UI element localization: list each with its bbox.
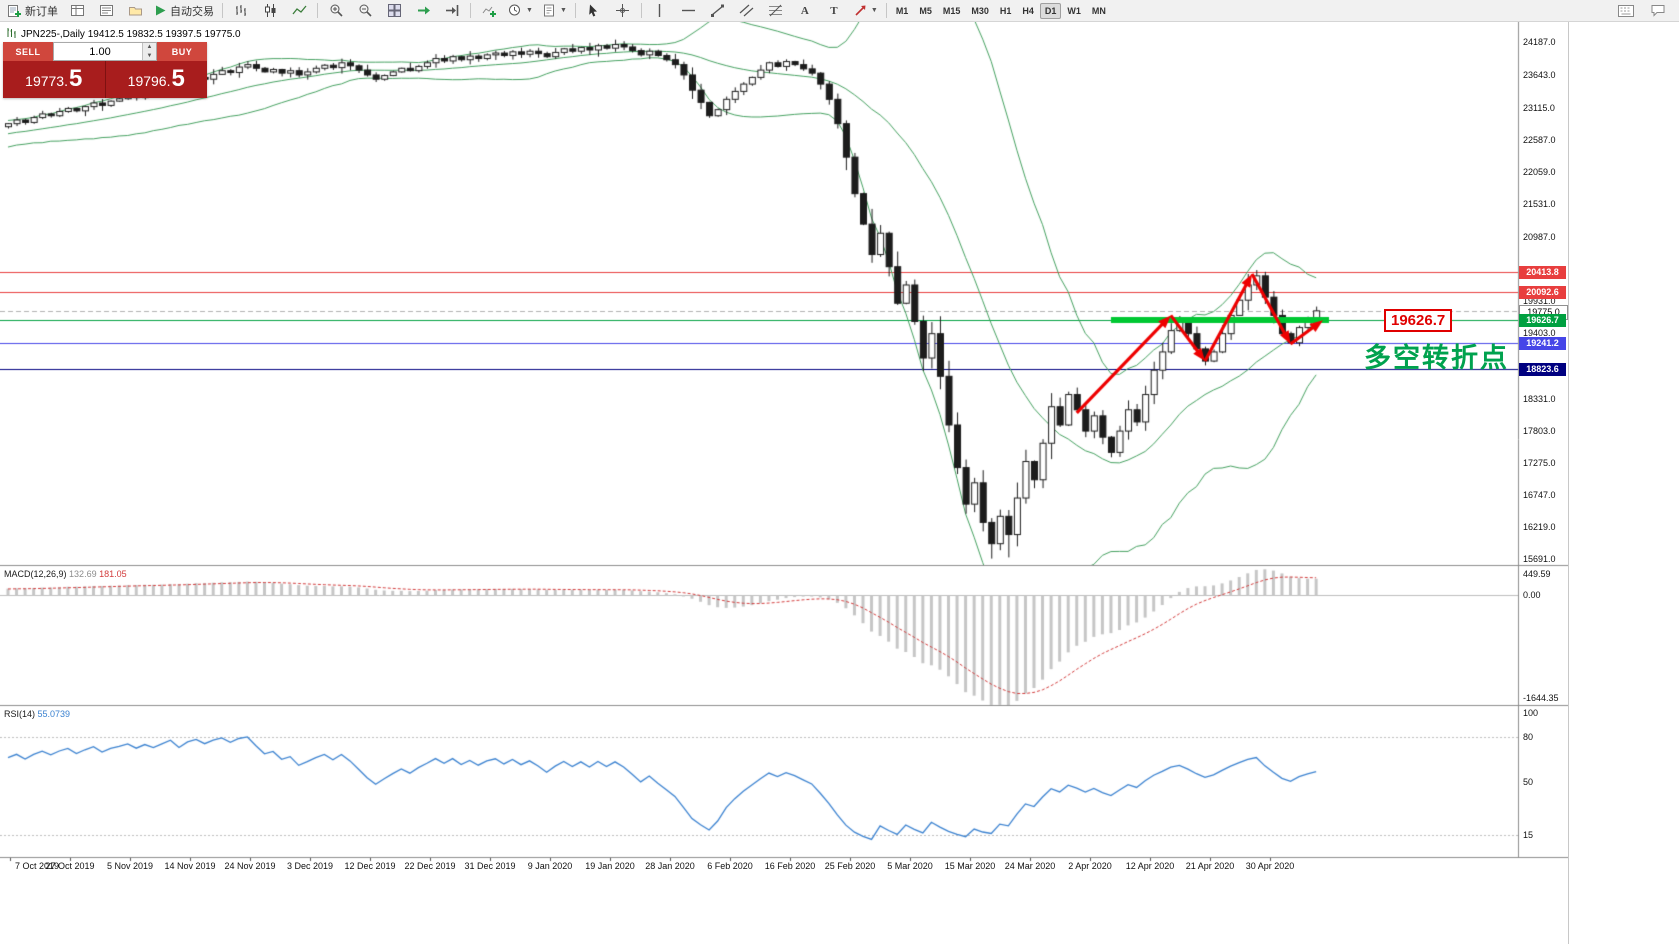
price-callout-box: 19626.7 [1384, 309, 1453, 332]
toolbar-separator [574, 3, 576, 18]
volume-spinner[interactable]: ▲ ▼ [142, 43, 156, 60]
fibonacci-tool-icon[interactable] [762, 1, 790, 21]
data-window-icon[interactable] [92, 1, 120, 21]
chart-shift-icon[interactable] [438, 1, 466, 21]
channel-tool-icon[interactable] [733, 1, 761, 21]
timeframe-m1-button[interactable]: M1 [895, 5, 909, 16]
chart-mini-icon [6, 27, 17, 41]
arrows-tool-icon[interactable]: ▼ [849, 1, 882, 21]
buy-price-button[interactable]: 19796. 5 [104, 61, 207, 98]
chart-symbol-header: JPN225-,Daily 19412.5 19832.5 19397.5 19… [6, 27, 241, 41]
candlestick-chart-icon[interactable] [256, 1, 284, 21]
rsi-value: 55.0739 [37, 709, 71, 719]
sell-button[interactable]: SELL [3, 42, 53, 61]
cursor-icon[interactable] [580, 1, 608, 21]
toolbar-separator [640, 3, 642, 18]
timeframe-m30-button[interactable]: M30 [971, 5, 989, 16]
sell-price-big-digit: 5 [68, 65, 83, 92]
new-order-button[interactable]: 新订单 [3, 1, 62, 21]
tile-windows-icon[interactable] [380, 1, 408, 21]
trendline-tool-icon[interactable] [704, 1, 732, 21]
sell-price-button[interactable]: 19773. 5 [3, 61, 105, 98]
timeframe-d1-button[interactable]: D1 [1039, 2, 1062, 19]
macd-indicator-label: MACD(12,26,9) 132.69 181.05 [4, 569, 127, 579]
keyboard-shortcuts-icon[interactable] [1612, 1, 1640, 21]
market-watch-icon[interactable] [63, 1, 91, 21]
new-order-label: 新订单 [25, 5, 58, 18]
crosshair-icon[interactable] [609, 1, 637, 21]
turning-point-annotation: 多空转折点 [1364, 343, 1509, 373]
toolbar-separator [885, 3, 887, 18]
chart-window: JPN225-,Daily 19412.5 19832.5 19397.5 19… [0, 22, 1569, 944]
sell-price-prefix: 19773. [25, 73, 68, 89]
symbol-ohlc-text: JPN225-,Daily 19412.5 19832.5 19397.5 19… [21, 28, 241, 40]
volume-value: 1.00 [89, 45, 111, 58]
volume-input[interactable]: 1.00 ▲ ▼ [53, 42, 157, 61]
timeframe-mn-button[interactable]: MN [1091, 5, 1106, 16]
timeframe-m5-button[interactable]: M5 [919, 5, 932, 16]
macd-name: MACD(12,26,9) [4, 569, 67, 579]
zoom-in-icon[interactable] [322, 1, 350, 21]
templates-dropdown-icon[interactable]: ▼ [538, 1, 571, 21]
buy-price-big-digit: 5 [171, 65, 185, 92]
navigator-icon[interactable] [121, 1, 149, 21]
bar-chart-icon[interactable] [227, 1, 255, 21]
rsi-name: RSI(14) [4, 709, 36, 719]
buy-button[interactable]: BUY [157, 42, 207, 61]
timeframe-m15-button[interactable]: M15 [942, 5, 961, 16]
text-tool-icon[interactable]: A [800, 4, 809, 17]
line-chart-icon[interactable] [285, 1, 313, 21]
rsi-indicator-label: RSI(14) 55.0739 [4, 709, 70, 719]
timeframe-h4-button[interactable]: H4 [1022, 5, 1034, 16]
one-click-trading-panel: SELL 1.00 ▲ ▼ BUY 19773. 5 19796. 5 [3, 42, 207, 98]
label-tool-icon[interactable]: T [830, 4, 838, 17]
macd-main-value: 132.69 [69, 569, 97, 579]
toolbar-separator [317, 3, 318, 18]
macd-signal-value: 181.05 [99, 569, 127, 579]
horizontal-line-tool-icon[interactable] [675, 1, 703, 21]
volume-up-icon[interactable]: ▲ [143, 43, 156, 52]
zoom-out-icon[interactable] [351, 1, 379, 21]
timeframe-h1-button[interactable]: H1 [999, 5, 1012, 16]
toolbar-separator [222, 3, 223, 18]
vertical-line-tool-icon[interactable] [646, 1, 674, 21]
auto-trading-label: 自动交易 [170, 5, 214, 18]
chart-canvas[interactable] [0, 22, 1568, 944]
toolbar-separator [470, 3, 471, 18]
buy-price-prefix: 19796. [127, 73, 171, 89]
timeframe-w1-button[interactable]: W1 [1067, 5, 1081, 16]
periods-dropdown-icon[interactable]: ▼ [504, 1, 537, 21]
volume-down-icon[interactable]: ▼ [143, 51, 156, 60]
auto-trading-button[interactable]: 自动交易 [150, 1, 218, 21]
chat-icon[interactable] [1644, 1, 1672, 21]
auto-scroll-icon[interactable] [409, 1, 437, 21]
toolbar: 新订单 自动交易 ▼ ▼ A T ▼ M1 M5 M15 M30 H1 H4 D… [0, 0, 1679, 22]
indicators-icon[interactable] [475, 1, 503, 21]
